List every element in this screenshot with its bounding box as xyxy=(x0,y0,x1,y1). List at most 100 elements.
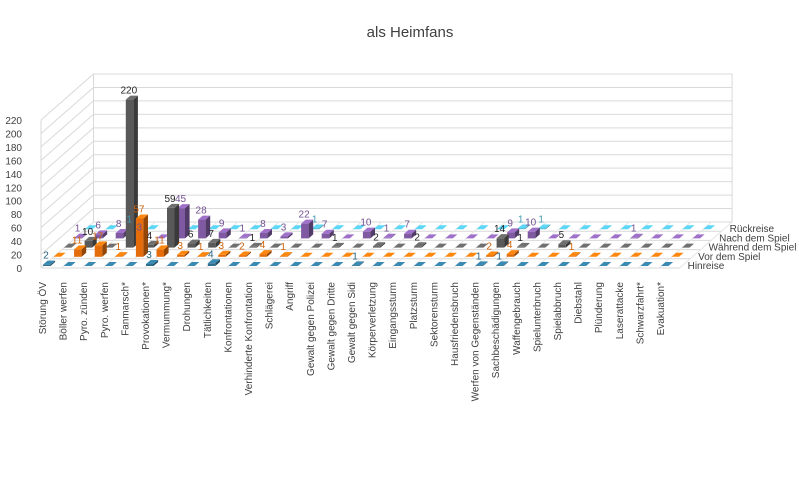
x-tick-label: Pyro. werfen xyxy=(100,282,111,338)
bar-front xyxy=(260,254,268,257)
data-label: 3 xyxy=(219,241,225,252)
bar-front xyxy=(167,208,175,248)
x-tick-label: Gewalt gegen Sidi xyxy=(347,282,358,363)
x-tick-label: Evakuation* xyxy=(656,282,667,335)
data-label: 4 xyxy=(208,249,214,260)
data-label: 1 xyxy=(352,251,358,262)
data-label: 7 xyxy=(322,220,328,231)
data-label: 7 xyxy=(208,229,214,240)
y-tick-label: 160 xyxy=(5,156,22,167)
bar-front xyxy=(569,256,577,257)
gridline-side xyxy=(41,155,94,201)
x-tick-label: Gewalt gegen Polizei xyxy=(306,282,317,376)
x-tick-label: Schwarzfahrt* xyxy=(635,282,646,344)
gridline-side xyxy=(41,128,94,174)
bar-front xyxy=(239,255,247,256)
bar-front xyxy=(497,238,505,247)
x-tick-label: Schlägerei xyxy=(265,282,276,329)
bar-nach-dem-spiel xyxy=(260,229,272,238)
x-tick-label: Verhinderte Konfrontation xyxy=(244,282,255,395)
data-label: 220 xyxy=(120,86,137,97)
bar-front xyxy=(239,238,247,239)
gridline-side xyxy=(41,141,94,187)
data-label: 4 xyxy=(260,240,266,251)
bar-front xyxy=(322,234,330,239)
x-tick-label: Eingangssturm xyxy=(388,282,399,349)
bar-vor-dem-spiel xyxy=(74,245,86,256)
bar-front xyxy=(177,255,185,257)
data-label: 1 xyxy=(496,251,502,262)
x-tick-label: Waffengebrauch xyxy=(512,282,523,355)
x-tick-label: Störung ÖV xyxy=(37,282,49,335)
x-tick-label: Sachbeschädigungen xyxy=(491,282,502,378)
data-label: 1 xyxy=(116,242,122,253)
y-tick-label: 200 xyxy=(5,129,22,140)
bar-vor-dem-spiel xyxy=(157,245,169,256)
x-tick-label: Provokationen* xyxy=(141,282,152,350)
bar-front xyxy=(281,236,289,238)
data-label: 2 xyxy=(43,251,49,262)
bar-front xyxy=(363,232,371,239)
bar-front xyxy=(249,247,257,248)
gridline-side xyxy=(41,114,94,160)
x-tick-label: Plünderung xyxy=(594,282,605,333)
data-label: 17 xyxy=(92,231,104,242)
bar-front xyxy=(116,233,124,238)
bar-front xyxy=(404,234,412,239)
bar-front xyxy=(198,256,206,257)
data-label: 1 xyxy=(240,224,246,235)
gridline-side xyxy=(41,74,94,120)
bar-front xyxy=(219,232,227,238)
data-label: 1 xyxy=(280,242,286,253)
bar-front xyxy=(301,224,309,239)
data-label: 8 xyxy=(260,219,266,230)
bar-front xyxy=(352,265,360,266)
bar-front xyxy=(95,245,103,256)
data-label: 1 xyxy=(332,233,338,244)
x-tick-label: Körperverletzung xyxy=(368,282,379,358)
data-label: 10 xyxy=(360,218,372,229)
y-tick-label: 60 xyxy=(11,224,23,235)
data-label: 3 xyxy=(146,250,152,261)
y-tick-label: 0 xyxy=(16,264,22,275)
bar-front xyxy=(115,256,123,257)
data-label: 22 xyxy=(299,210,311,221)
bar-nach-dem-spiel xyxy=(528,228,540,239)
x-tick-label: Tätlichkeiten xyxy=(203,282,214,338)
data-label: 9 xyxy=(507,218,513,229)
data-label: 6 xyxy=(188,230,194,241)
data-label: 8 xyxy=(116,219,122,230)
bar-vor-dem-spiel xyxy=(260,250,272,257)
bar-front xyxy=(373,246,381,247)
data-label: 1 xyxy=(476,251,482,262)
y-tick-label: 80 xyxy=(11,210,23,221)
data-label: 3 xyxy=(281,222,287,233)
data-label: 4 xyxy=(147,231,153,242)
gridline-side xyxy=(41,168,94,214)
bar-front xyxy=(476,265,484,266)
data-label: 14 xyxy=(494,224,506,235)
x-tick-label: Hausfriedensbruch xyxy=(450,282,461,366)
y-tick-label: 20 xyxy=(11,251,23,262)
data-label: 9 xyxy=(219,218,225,229)
bar-front xyxy=(496,265,504,266)
data-label: 11 xyxy=(154,235,165,246)
x-tick-label: Gewalt gegen Dritte xyxy=(326,282,337,371)
data-label: 45 xyxy=(175,194,187,205)
data-label: 5 xyxy=(559,230,565,241)
x-tick-label: Diebstahl xyxy=(574,282,585,324)
data-label: 6 xyxy=(95,220,101,231)
bar-front xyxy=(558,244,566,247)
data-label: 3 xyxy=(177,241,183,252)
x-tick-label: Drohungen xyxy=(182,282,193,331)
x-tick-label: Spielabbruch xyxy=(553,282,564,340)
data-label: 28 xyxy=(196,206,208,217)
x-tick-label: Werfen von Gegenständen xyxy=(471,282,482,401)
bar-front xyxy=(74,249,82,256)
bar-front xyxy=(517,247,525,248)
data-label: 1 xyxy=(198,242,204,253)
bar-vor-dem-spiel xyxy=(507,250,519,257)
bar-front xyxy=(631,238,639,239)
